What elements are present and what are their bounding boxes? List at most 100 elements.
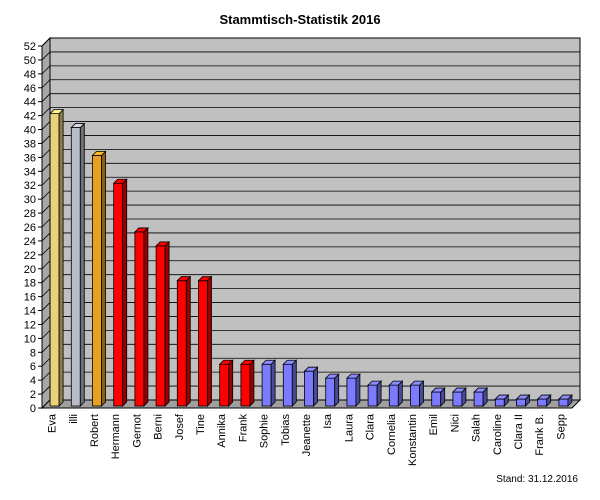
bar-top: [218, 359, 234, 365]
x-tick-label: Berni: [153, 414, 165, 440]
bar-berni: [155, 245, 166, 407]
bar-side: [270, 359, 276, 407]
y-tick-label: 10: [24, 333, 36, 345]
bar-frank: [240, 363, 251, 407]
x-tick-label: Clara II: [513, 414, 525, 449]
bar-top: [197, 276, 213, 282]
bar-side: [185, 275, 191, 407]
bar-side: [334, 373, 340, 407]
x-tick-label: Sophie: [259, 414, 271, 448]
bar-hermann: [113, 182, 124, 407]
y-tick-label: 28: [24, 208, 36, 220]
bar-isa: [325, 377, 336, 407]
bar-frank-b-: [537, 398, 548, 407]
y-tick-label: 46: [24, 83, 36, 95]
gridline: [41, 93, 580, 102]
x-tick-label: Frank: [237, 414, 249, 443]
gridline: [41, 65, 580, 75]
y-tick-label: 12: [24, 319, 36, 331]
bar-top: [409, 380, 425, 386]
bar-top: [557, 394, 573, 400]
x-tick-label: Frank B.: [534, 414, 546, 456]
y-tick-label: 30: [24, 194, 36, 206]
bar-side: [79, 122, 85, 407]
bar-cornelia: [388, 384, 399, 407]
bar-top: [388, 380, 404, 386]
x-tick-label: Cornelia: [386, 413, 398, 455]
bar-top: [536, 394, 552, 400]
gridline: [41, 79, 580, 89]
x-tick-label: Salah: [471, 414, 483, 442]
y-tick-label: 36: [24, 152, 36, 164]
bar-top: [473, 387, 489, 393]
y-tick-label: 24: [24, 236, 36, 248]
gridline: [41, 107, 580, 116]
y-tick-label: 52: [24, 41, 36, 53]
y-tick-label: 26: [24, 222, 36, 234]
bar-top: [239, 359, 255, 365]
x-tick-label: Gernot: [131, 414, 143, 448]
bar-emil: [431, 391, 442, 407]
bar-clara-ii: [516, 398, 526, 407]
x-tick-label: Isa: [322, 413, 334, 429]
bar-top: [282, 359, 298, 365]
bar-gernot: [134, 231, 145, 407]
x-tick-label: Annika: [216, 413, 228, 448]
bar-top: [49, 109, 65, 115]
x-tick-label: Laura: [343, 413, 355, 442]
bar-eva: [49, 113, 60, 407]
x-tick-label: Hermann: [110, 414, 122, 459]
bar-side: [228, 359, 234, 407]
y-tick-label: 42: [24, 111, 36, 123]
bar-top: [112, 178, 128, 184]
bar-top: [324, 373, 340, 379]
gridline: [41, 37, 580, 47]
gridline: [41, 51, 580, 61]
x-tick-label: Josef: [174, 413, 186, 440]
bar-side: [291, 359, 297, 407]
bar-top: [430, 387, 446, 393]
bar-caroline: [494, 398, 505, 407]
bar-top: [367, 380, 383, 386]
x-tick-label: Tobias: [280, 414, 292, 446]
y-tick-label: 34: [24, 166, 36, 178]
bar-konstantin: [410, 384, 420, 407]
x-tick-label: illi: [68, 414, 80, 424]
bar-nici: [452, 391, 463, 407]
bar-top: [345, 373, 361, 379]
x-tick-label: Clara: [365, 413, 377, 440]
bar-side: [249, 359, 255, 407]
bar-annika: [219, 363, 230, 407]
x-tick-label: Nici: [449, 414, 461, 432]
bar-top: [494, 394, 510, 400]
y-tick-label: 38: [24, 138, 36, 150]
bar-salah: [473, 391, 484, 407]
bar-clara: [367, 384, 378, 407]
bar-side: [58, 108, 64, 407]
x-tick-label: Robert: [89, 414, 101, 447]
x-tick-label: Konstantin: [407, 414, 419, 466]
y-tick-label: 18: [24, 278, 36, 290]
stand-date-note: Stand: 31.12.2016: [496, 474, 578, 485]
bar-jeanette: [304, 370, 314, 407]
y-tick-label: 14: [24, 306, 36, 318]
bar-illi: [70, 127, 81, 407]
bar-top: [451, 387, 467, 393]
bar-top: [91, 150, 107, 156]
bar-tine: [198, 280, 208, 407]
x-tick-label: Jeanette: [301, 414, 313, 456]
bar-sophie: [261, 363, 272, 407]
bar-side: [355, 373, 361, 407]
bar-top: [261, 359, 277, 365]
x-tick-label: Tine: [195, 414, 207, 435]
bar-side: [313, 366, 318, 407]
y-tick-label: 32: [24, 180, 36, 192]
y-tick-label: 48: [24, 69, 36, 81]
bar-josef: [176, 280, 187, 407]
bar-top: [155, 241, 171, 247]
y-tick-label: 22: [24, 250, 36, 262]
y-tick-label: 0: [30, 403, 36, 415]
y-tick-label: 50: [24, 55, 36, 67]
x-tick-label: Eva: [47, 413, 59, 433]
